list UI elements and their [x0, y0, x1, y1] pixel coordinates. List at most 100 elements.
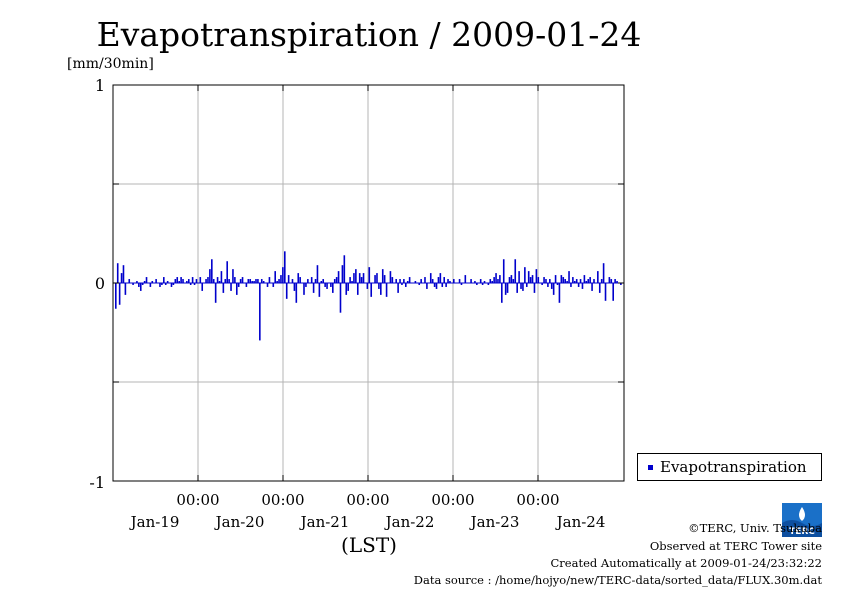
data-bar — [418, 283, 421, 285]
data-bar — [358, 273, 361, 283]
data-bar — [297, 273, 300, 283]
data-bar — [303, 283, 305, 295]
axis-ticks — [113, 84, 624, 482]
data-bar — [216, 277, 219, 283]
data-bar — [445, 283, 447, 287]
data-bar — [207, 277, 209, 283]
data-bar — [368, 267, 371, 283]
data-bar — [345, 283, 348, 295]
data-bar — [453, 279, 455, 283]
data-bar — [616, 281, 618, 283]
y-axis-label: [mm/30min] — [67, 56, 154, 72]
data-bar — [602, 263, 605, 283]
data-bar — [479, 279, 482, 283]
legend-label: Evapotranspiration — [660, 458, 807, 476]
data-bar — [260, 279, 263, 283]
data-bar — [299, 277, 301, 283]
data-bar — [441, 283, 444, 287]
data-bar — [247, 279, 250, 283]
data-bar — [549, 279, 551, 283]
data-bar — [516, 283, 518, 293]
data-bar — [333, 279, 336, 283]
data-bar — [529, 277, 532, 283]
data-bar — [253, 281, 255, 283]
data-bar — [474, 281, 476, 283]
data-bar — [355, 269, 357, 283]
data-bar — [251, 281, 253, 283]
chart-legend: Evapotranspiration — [637, 453, 822, 481]
data-bar — [326, 283, 328, 289]
data-bar — [585, 281, 588, 283]
data-bar — [305, 283, 307, 287]
data-bar — [527, 271, 530, 283]
data-bar — [568, 271, 570, 283]
data-bar — [429, 273, 432, 283]
data-bar — [163, 277, 165, 283]
data-bar — [307, 279, 309, 283]
data-bar — [597, 271, 599, 283]
data-bar — [287, 275, 290, 283]
data-bar — [166, 281, 169, 283]
data-bar — [266, 283, 269, 287]
y-tick-label: 0 — [95, 274, 105, 293]
credit-observed: Observed at TERC Tower site — [649, 539, 822, 553]
data-bar — [552, 283, 555, 295]
data-bar — [570, 283, 572, 287]
legend-swatch — [648, 465, 653, 470]
data-bar — [122, 265, 125, 283]
data-bar — [620, 283, 622, 285]
data-bar — [272, 283, 275, 287]
data-bar — [353, 273, 355, 283]
x-tick-date: Jan-23 — [469, 513, 520, 531]
x-tick-date: Jan-22 — [384, 513, 435, 531]
data-bar — [186, 281, 188, 283]
data-bar — [318, 283, 321, 297]
data-bar — [614, 279, 616, 283]
data-bar — [235, 283, 238, 295]
data-bar — [575, 279, 578, 283]
x-tick-date: Jan-20 — [214, 513, 265, 531]
data-bar — [356, 283, 359, 295]
data-bar — [502, 259, 505, 283]
data-bar — [587, 279, 590, 283]
data-bar — [316, 265, 319, 283]
data-bar — [383, 275, 386, 283]
data-bar — [604, 283, 607, 301]
data-bar — [310, 277, 313, 283]
data-bar — [332, 283, 334, 293]
data-bar — [295, 283, 298, 303]
data-bar — [508, 277, 511, 283]
data-bar — [420, 279, 422, 283]
data-bar — [116, 263, 119, 283]
data-bar — [239, 279, 242, 283]
data-bar — [389, 271, 392, 283]
data-bar — [504, 283, 507, 295]
chart-title: Evapotranspiration / 2009-01-24 — [97, 15, 642, 54]
x-tick-time: 00:00 — [431, 491, 474, 509]
data-bar — [220, 271, 223, 283]
data-bar — [176, 277, 179, 283]
data-bar — [159, 283, 161, 287]
data-bar — [278, 279, 280, 283]
data-bar — [199, 277, 202, 283]
data-bar — [293, 283, 296, 291]
data-bar — [230, 283, 232, 291]
data-bar — [399, 279, 401, 283]
data-bar — [141, 283, 144, 285]
data-bar — [347, 283, 349, 291]
data-bar — [245, 283, 248, 287]
credit-created: Created Automatically at 2009-01-24/23:3… — [550, 556, 823, 570]
data-bar — [583, 275, 586, 283]
data-bar — [351, 281, 353, 283]
data-bar — [581, 283, 584, 289]
data-bar — [226, 261, 228, 283]
y-tick-label: 1 — [95, 76, 105, 95]
data-bar — [335, 277, 338, 283]
data-bar — [531, 275, 534, 283]
data-bar — [424, 277, 426, 283]
data-bar — [577, 283, 580, 287]
x-axis-label: (LST) — [341, 533, 397, 557]
data-bar — [560, 275, 563, 283]
data-bar — [403, 279, 405, 283]
data-bar — [522, 283, 524, 291]
